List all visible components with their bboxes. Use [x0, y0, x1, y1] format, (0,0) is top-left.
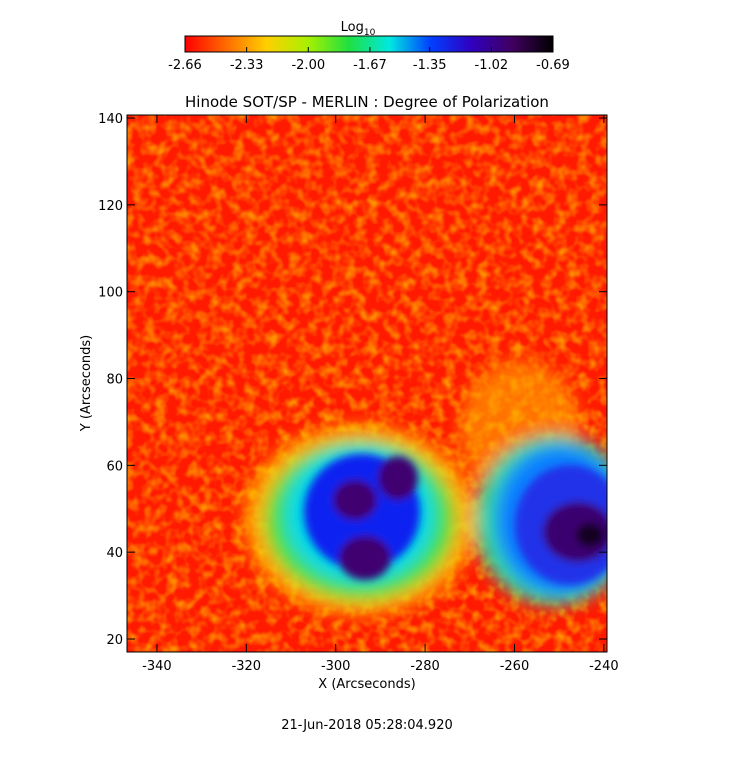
colorbar-tick-label: -1.67 — [353, 58, 387, 73]
y-tick-label: 120 — [98, 199, 123, 214]
colorbar — [184, 35, 554, 53]
x-tick-label: -340 — [142, 659, 172, 674]
x-tick-label: -260 — [500, 659, 530, 674]
y-tick-label: 40 — [106, 546, 123, 561]
x-tick-label: -320 — [232, 659, 262, 674]
y-tick-label: 20 — [106, 633, 123, 648]
x-tick-label: -240 — [589, 659, 619, 674]
plot-frame — [126, 114, 608, 653]
polarization-map — [127, 115, 607, 652]
chart-title: Hinode SOT/SP - MERLIN : Degree of Polar… — [185, 93, 549, 111]
y-tick-label: 100 — [98, 286, 123, 301]
x-tick-label: -280 — [410, 659, 440, 674]
y-tick-label: 60 — [106, 459, 123, 474]
x-tick-label: -300 — [321, 659, 351, 674]
x-axis-label: X (Arcseconds) — [318, 677, 415, 692]
y-axis-label: Y (Arcseconds) — [79, 335, 94, 432]
colorbar-label: Log10 — [341, 20, 376, 38]
colorbar-tick-label: -1.35 — [413, 58, 447, 73]
colorbar-tick-label: -2.66 — [168, 58, 202, 73]
colorbar-tick-label: -1.02 — [475, 58, 509, 73]
colorbar-tick-label: -0.69 — [536, 58, 570, 73]
y-tick-label: 140 — [98, 112, 123, 127]
y-tick-label: 80 — [106, 373, 123, 388]
colorbar-tick-label: -2.33 — [230, 58, 264, 73]
colorbar-tick-label: -2.00 — [291, 58, 325, 73]
timestamp: 21-Jun-2018 05:28:04.920 — [281, 718, 453, 733]
